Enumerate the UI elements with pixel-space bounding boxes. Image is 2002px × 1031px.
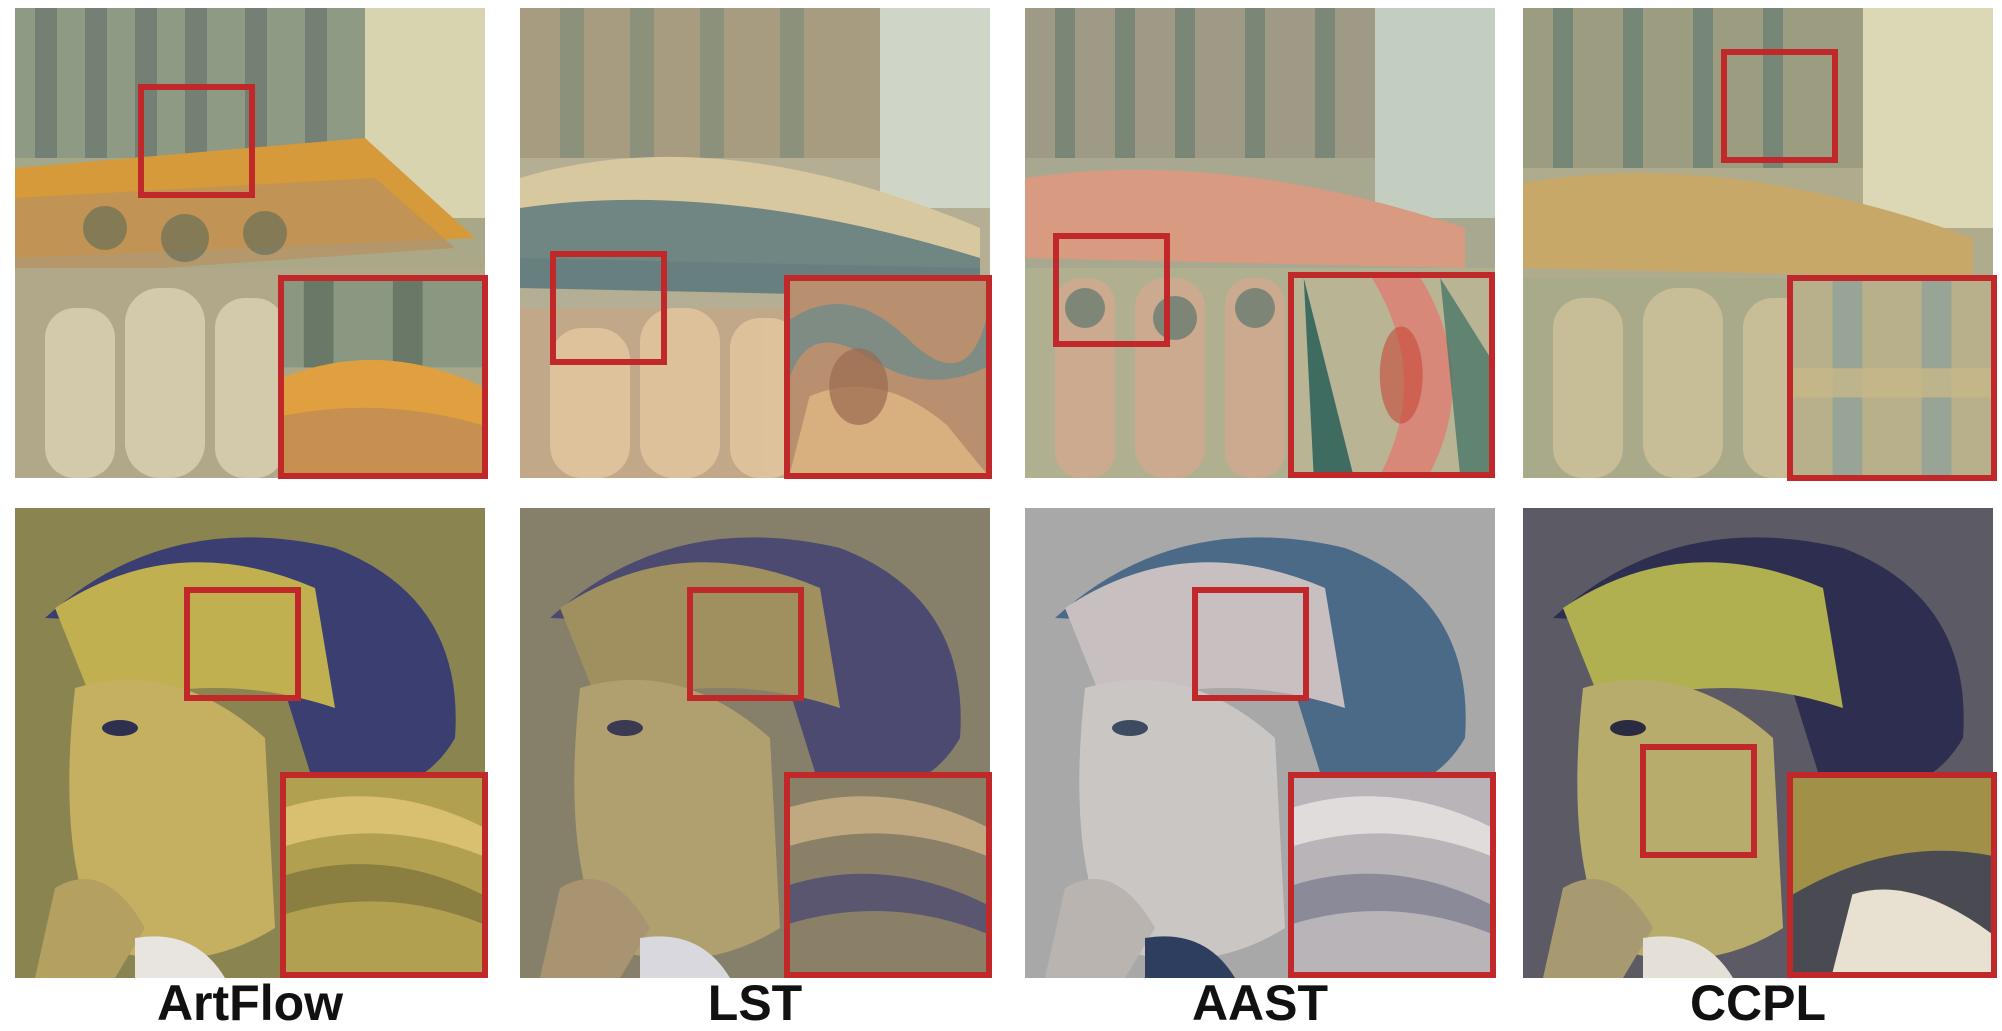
zoom-region-box xyxy=(184,587,301,701)
column-label-aast: AAST xyxy=(1191,975,1329,1031)
zoom-inset xyxy=(1787,275,1997,481)
zoom-inset xyxy=(784,772,992,978)
zoom-region-box xyxy=(550,251,667,365)
column-label-artflow: ArtFlow xyxy=(156,975,344,1031)
zoom-region-box xyxy=(687,587,804,701)
zoom-region-box xyxy=(1192,587,1309,701)
zoom-inset xyxy=(1288,272,1495,478)
image-aast-architecture xyxy=(1025,8,1495,478)
zoom-inset xyxy=(278,275,488,479)
zoom-region-box xyxy=(1721,49,1838,163)
image-lst-architecture xyxy=(520,8,990,478)
zoom-region-box xyxy=(1640,744,1757,858)
zoom-region-box xyxy=(138,84,255,198)
zoom-inset xyxy=(280,772,488,978)
image-artflow-portrait xyxy=(15,508,485,978)
zoom-inset xyxy=(1288,772,1496,978)
column-label-ccpl: CCPL xyxy=(1689,975,1827,1031)
image-ccpl-architecture xyxy=(1523,8,1993,478)
column-label-lst: LST xyxy=(707,975,803,1031)
zoom-inset xyxy=(784,275,992,479)
zoom-region-box xyxy=(1053,233,1170,347)
zoom-inset xyxy=(1787,772,1997,978)
